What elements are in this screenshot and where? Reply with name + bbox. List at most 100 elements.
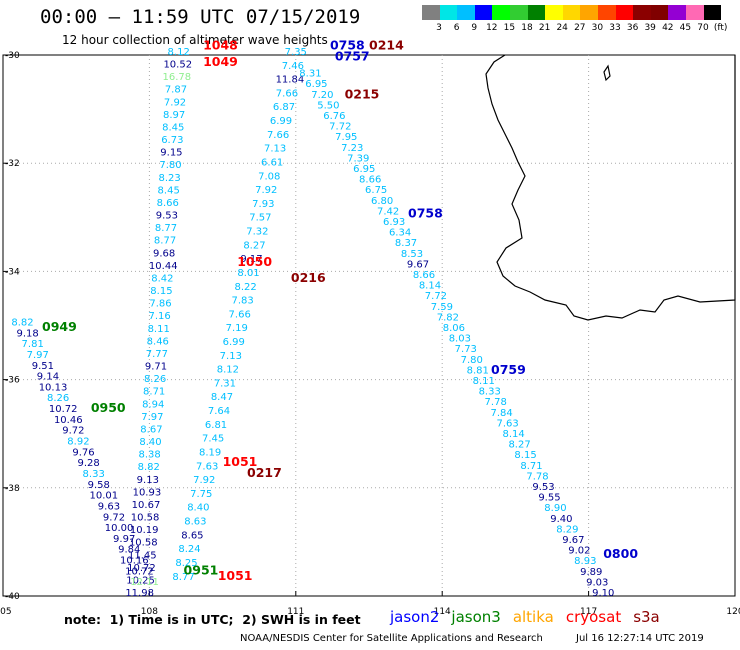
wave-height-reading: 8.92 [67,437,89,448]
wave-height-reading: 8.31 [299,69,321,80]
wave-height-reading: 8.67 [140,424,162,435]
wave-height-reading: 7.59 [431,302,453,313]
pass-time-label: 1051 [218,568,253,583]
wave-height-reading: 8.66 [359,175,381,186]
wave-height-reading: 8.25 [175,558,197,569]
pass-time-label: 0758 [330,38,365,53]
wave-height-reading: 10.19 [130,525,159,536]
wave-height-reading: 8.71 [143,387,165,398]
wave-height-reading: 7.72 [425,291,447,302]
wave-height-reading: 6.95 [305,79,327,90]
track-a: 8.1210.5216.787.877.928.978.456.739.157.… [125,47,192,599]
wave-height-reading: 8.12 [168,47,190,58]
wave-height-reading: 7.92 [255,185,277,196]
wave-height-reading: 8.22 [234,282,256,293]
wave-height-reading: 8.66 [413,270,435,281]
wave-height-reading: 7.78 [485,397,507,408]
wave-height-reading: 7.92 [164,97,186,108]
legend-cryosat: cryosat [565,608,622,626]
x-tick-label: 105 [0,607,12,617]
wave-height-reading: 9.51 [32,361,54,372]
scale-label: 6 [453,23,460,33]
wave-height-reading: 10.72 [49,404,78,415]
wave-height-reading: 8.82 [11,318,33,329]
wave-height-reading: 10.72 [127,563,156,574]
wave-height-reading: 8.63 [184,517,206,528]
wave-height-reading: 8.03 [449,334,471,345]
wave-height-reading: 9.68 [153,248,175,259]
wave-height-reading: 8.11 [473,376,495,387]
wave-height-reading: 7.63 [196,461,218,472]
wave-height-reading: 7.83 [232,296,254,307]
wave-height-reading: 7.78 [526,471,548,482]
wave-height-reading: 8.77 [155,223,177,234]
wave-height-reading: 9.53 [156,211,178,222]
wave-height-reading: 7.63 [496,418,518,429]
pass-time-label: 1050 [237,254,272,269]
track-b: 7.35 7.46 11.84 7.66 6.87 6.99 7.66 7.13 6.61 7.0… [172,47,307,583]
wave-height-reading: 7.81 [22,339,44,350]
wave-height-reading: 7.19 [226,323,248,334]
scale-label: 18 [521,23,533,33]
pass-time-label: 0215 [345,86,380,101]
wave-height-reading: 8.82 [138,462,160,473]
wave-height-reading: 7.84 [491,408,513,419]
wave-height-reading: 7.93 [252,199,274,210]
wave-height-reading: 8.94 [142,399,164,410]
scale-swatch [633,5,651,20]
wave-height-reading: 9.53 [532,482,554,493]
wave-height-reading: 8.38 [138,450,160,461]
wave-height-reading: 8.77 [172,572,194,583]
wave-height-reading: 8.97 [163,110,185,121]
wave-height-reading: 8.66 [157,198,179,209]
wave-height-reading: 7.08 [258,171,280,182]
wave-height-reading: 6.73 [161,135,183,146]
pass-time-label: 1049 [203,54,238,69]
wave-height-reading: 6.81 [205,420,227,431]
wave-height-reading: 6.99 [223,337,245,348]
wave-height-reading: 8.27 [508,440,530,451]
wave-height-reading: 8.53 [401,249,423,260]
wave-height-reading: 10.93 [133,487,162,498]
wave-height-reading: 10.44 [149,261,178,272]
scale-label: 12 [486,23,498,33]
wave-height-reading: 9.84 [118,545,140,556]
satellite-tracks: 8.1210.5216.787.877.928.978.456.739.157.… [11,47,614,599]
wave-height-reading: 11.84 [276,75,305,86]
plot-frame [2,54,736,597]
wave-height-reading: 8.42 [151,273,173,284]
wave-height-reading: 9.10 [592,588,614,599]
wave-height-reading: 7.73 [455,344,477,355]
y-tick-label: -34 [5,267,20,277]
wave-height-reading: 16.78 [163,72,192,83]
wave-height-reading: 5.50 [317,100,339,111]
wave-height-reading: 6.34 [389,228,411,239]
scale-label: 70 [697,23,709,33]
wave-height-reading: 8.33 [479,387,501,398]
wave-height-reading: 7.39 [347,153,369,164]
coastline-island [603,64,611,82]
page-title: 00:00 – 11:59 UTC 07/15/2019 [40,6,361,28]
wave-height-reading: 7.64 [208,406,230,417]
wave-height-reading: 7.66 [267,130,289,141]
wave-height-reading: 7.95 [335,132,357,143]
wave-height-reading: 7.80 [461,355,483,366]
wave-height-reading: 10.00 [105,523,134,534]
scale-label: 33 [609,23,621,33]
wave-height-reading: 9.63 [98,501,120,512]
pass-time-label: 1048 [203,38,238,53]
wave-height-reading: 7.42 [377,206,399,217]
scale-label: 15 [503,23,516,33]
wave-height-reading: 8.24 [178,544,200,555]
scale-swatch [439,5,458,20]
wave-height-reading: 8.29 [556,524,578,535]
y-tick-label: -38 [5,484,20,494]
wave-height-reading: 6.87 [273,102,295,113]
scale-swatch [474,5,493,20]
x-tick-label: 111 [287,607,304,617]
pass-time-label: 0951 [184,562,219,577]
wave-height-reading: 8.45 [158,185,180,196]
wave-height-reading: 7.97 [27,350,49,361]
wave-height-reading: 11.98 [125,588,154,599]
